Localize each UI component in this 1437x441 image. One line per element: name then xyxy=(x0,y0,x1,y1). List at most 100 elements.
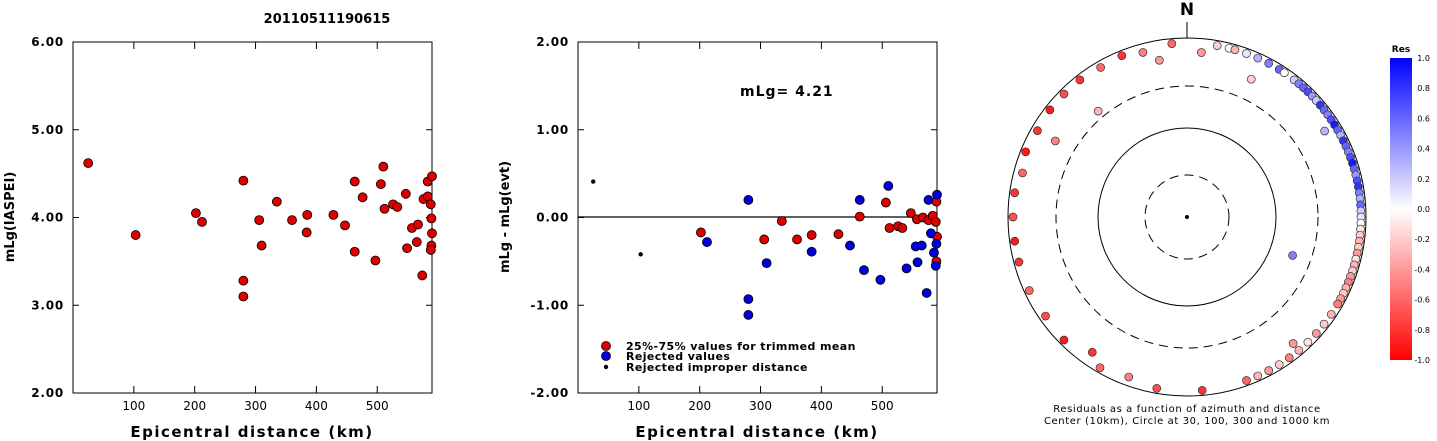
data-point xyxy=(916,240,927,251)
data-point xyxy=(426,213,437,224)
residual-point xyxy=(1284,353,1294,363)
data-point xyxy=(417,270,428,281)
colorbar-tick-label: 0.2 xyxy=(1417,175,1430,184)
data-point xyxy=(926,228,936,239)
data-point xyxy=(349,176,360,187)
legend-label-improper: Rejected improper distance xyxy=(626,361,808,374)
residual-point xyxy=(1333,299,1343,309)
data-point xyxy=(776,216,787,226)
residual-point xyxy=(1075,75,1085,85)
legend: 25%-75% values for trimmed mean Rejected… xyxy=(601,340,855,374)
data-point xyxy=(425,199,436,210)
y-tick-label: 3.00 xyxy=(31,298,64,312)
data-point xyxy=(256,240,267,251)
residual-point xyxy=(1242,376,1251,385)
residual-point xyxy=(1010,188,1020,198)
legend-label-rejected: Rejected values xyxy=(626,350,730,363)
y-tick-label: 5.00 xyxy=(31,123,64,137)
data-point xyxy=(875,274,886,285)
colorbar-tick-label: -1.0 xyxy=(1414,356,1430,365)
residual-point xyxy=(1087,347,1097,357)
residual-point xyxy=(1253,371,1263,381)
mlg-annotation: mLg= 4.21 xyxy=(740,84,834,100)
data-point xyxy=(901,263,912,274)
data-point xyxy=(880,197,891,208)
residual-point xyxy=(1095,363,1105,373)
data-point xyxy=(806,230,817,240)
data-point xyxy=(696,227,706,238)
colorbar-tick-label: 0.6 xyxy=(1417,114,1430,123)
data-point xyxy=(743,294,754,305)
residual-point xyxy=(1264,366,1274,375)
colorbar-tick-label: -0.2 xyxy=(1414,235,1430,244)
data-point xyxy=(340,220,350,231)
data-point xyxy=(806,246,817,257)
data-point xyxy=(743,310,754,320)
residual-point xyxy=(1167,39,1177,49)
data-point xyxy=(379,203,390,214)
data-point xyxy=(923,195,934,205)
x-tick-label: 400 xyxy=(810,399,833,413)
circle-300km xyxy=(1055,85,1319,349)
data-point xyxy=(357,192,368,203)
data-point xyxy=(254,215,265,226)
plot-frame xyxy=(72,41,433,394)
colorbar-tick-label: -0.6 xyxy=(1414,296,1430,305)
point-group xyxy=(83,158,437,302)
residual-point xyxy=(1212,41,1222,50)
x-tick-label: 500 xyxy=(366,399,389,413)
data-point xyxy=(591,179,596,184)
residual-point xyxy=(1303,337,1313,347)
data-point xyxy=(930,260,941,271)
y-tick-label: -2.00 xyxy=(530,386,569,400)
residual-point xyxy=(1326,309,1336,319)
data-point xyxy=(287,215,297,226)
data-point xyxy=(191,208,201,219)
x-axis-label: Epicentral distance (km) xyxy=(635,423,878,441)
residual-point xyxy=(1294,345,1304,355)
residual-point xyxy=(1230,45,1240,55)
x-tick-label: 100 xyxy=(627,399,650,413)
residual-point xyxy=(1197,385,1207,395)
data-point xyxy=(854,211,865,222)
y-tick-label: 6.00 xyxy=(31,35,64,49)
x-tick-label: 200 xyxy=(183,399,206,413)
data-point xyxy=(238,291,249,302)
data-point xyxy=(761,258,772,269)
x-tick-label: 200 xyxy=(688,399,711,413)
colorbar-tick-label: 0.4 xyxy=(1417,145,1430,154)
data-point xyxy=(271,196,282,207)
data-point xyxy=(932,189,942,200)
data-point xyxy=(238,275,249,286)
colorbar-tick-group: 1.0 0.8 0.6 0.4 0.2 0.0 -0.2 -0.4 -0.6 -0.8 -1.0 xyxy=(1414,54,1430,365)
data-point xyxy=(702,237,712,247)
residual-point xyxy=(1018,168,1027,178)
residual-point xyxy=(1319,319,1329,329)
residual-point xyxy=(1008,212,1018,222)
x-tick-label: 400 xyxy=(305,399,328,413)
y-tick-label: 1.00 xyxy=(536,123,569,137)
residual-point xyxy=(1242,49,1251,58)
data-point xyxy=(859,265,869,276)
residual-point xyxy=(1041,311,1050,321)
residual-point xyxy=(1096,63,1106,72)
residual-point xyxy=(1288,251,1297,260)
residual-point xyxy=(1138,48,1148,57)
data-point xyxy=(301,227,312,238)
data-point xyxy=(427,228,437,239)
residual-point xyxy=(1021,147,1031,157)
residual-point xyxy=(1014,257,1024,267)
residual-point xyxy=(1197,48,1206,57)
colorbar-tick-label: 0.8 xyxy=(1417,84,1430,93)
colorbar-gradient xyxy=(1390,58,1412,360)
residual-point xyxy=(1320,126,1329,136)
y-axis-label: mLg(IASPEI) xyxy=(3,172,18,263)
polar-caption-line1: Residuals as a function of azimuth and d… xyxy=(1053,404,1321,415)
residual-point xyxy=(1045,105,1055,115)
north-label: N xyxy=(1180,0,1194,20)
data-point xyxy=(400,188,411,199)
residual-point xyxy=(1274,360,1284,369)
data-point xyxy=(743,195,754,205)
data-point xyxy=(238,175,249,186)
